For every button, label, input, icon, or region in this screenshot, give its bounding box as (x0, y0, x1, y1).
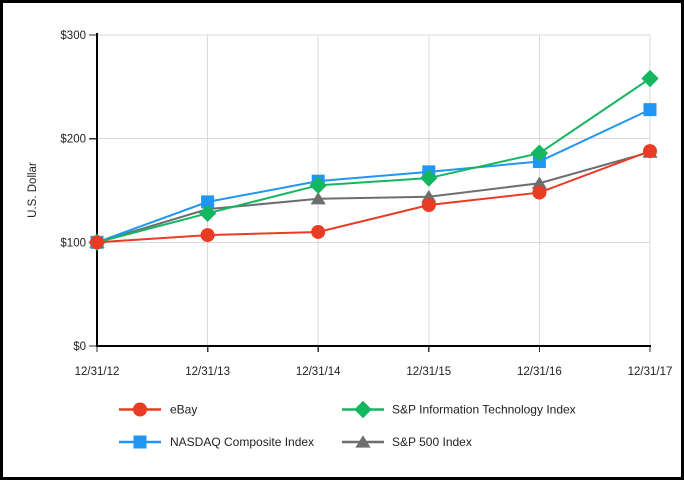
ebay-circle-marker (200, 228, 215, 243)
s-p-500-index-legend-triangle-marker (355, 435, 371, 448)
series-line-s-p-500-index (96, 151, 651, 244)
x-tick-label: 12/31/17 (628, 366, 673, 378)
ebay-legend-circle-marker (133, 402, 147, 417)
legend-label-s-p-500-index: S&P 500 Index (392, 435, 472, 449)
y-tick-label: $0 (73, 341, 86, 353)
series-line-nasdaq-composite-index (96, 108, 651, 244)
legend-label-ebay: eBay (170, 403, 197, 417)
series-line-s-p-information-technology-index (96, 77, 651, 244)
x-tick-label: 12/31/12 (75, 366, 120, 378)
legend-label-s-p-information-technology-index: S&P Information Technology Index (392, 403, 576, 417)
x-tick-label: 12/31/13 (185, 366, 230, 378)
legend-label-nasdaq-composite-index: NASDAQ Composite Index (170, 435, 314, 449)
nasdaq-composite-index-square-marker (201, 195, 215, 209)
s-p-information-technology-index-legend-diamond-marker (354, 400, 372, 419)
x-tick-label: 12/31/16 (517, 366, 562, 378)
ebay-circle-marker (90, 235, 104, 250)
nasdaq-composite-index-legend-square-marker (133, 435, 147, 449)
y-tick-label: $200 (60, 134, 86, 146)
s-p-information-technology-index-diamond-marker (420, 169, 438, 187)
s-p-500-index-triangle-marker (310, 191, 326, 205)
ebay-circle-marker (532, 185, 547, 200)
y-axis-title: U.S. Dollar (27, 162, 39, 218)
x-tick-label: 12/31/14 (296, 366, 341, 378)
y-tick-label: $100 (60, 237, 86, 249)
y-tick-label: $300 (60, 30, 86, 42)
ebay-circle-marker (643, 144, 657, 159)
s-p-information-technology-index-diamond-marker (309, 176, 327, 195)
nasdaq-composite-index-square-marker (643, 103, 657, 117)
s-p-information-technology-index-diamond-marker (198, 204, 217, 223)
ebay-circle-marker (421, 198, 436, 213)
series-line-ebay (96, 150, 651, 244)
x-tick-label: 12/31/15 (406, 366, 451, 378)
s-p-information-technology-index-diamond-marker (641, 69, 659, 88)
s-p-500-index-triangle-marker (531, 176, 547, 189)
ebay-circle-marker (311, 224, 326, 239)
s-p-information-technology-index-diamond-marker (530, 144, 549, 162)
